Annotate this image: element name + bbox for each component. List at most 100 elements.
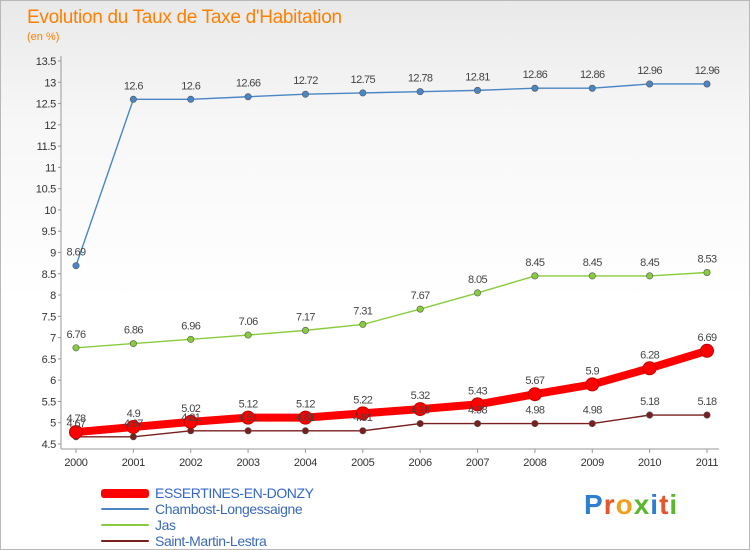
x-tick-label: 2009	[581, 457, 604, 469]
data-label: 5.67	[525, 375, 544, 387]
data-point	[416, 420, 424, 428]
data-label: 8.45	[640, 257, 659, 269]
legend-item: Saint-Martin-Lestra	[101, 533, 314, 549]
data-point	[359, 89, 367, 97]
data-point	[470, 397, 485, 412]
data-point	[244, 331, 252, 339]
y-tick-label: 13.5	[36, 56, 56, 68]
y-tick-label: 5.5	[42, 396, 57, 408]
data-label: 12.6	[181, 80, 200, 92]
data-label: 12.81	[465, 71, 490, 83]
x-tick-label: 2008	[523, 457, 546, 469]
legend-item: Chambost-Longessaigne	[101, 501, 314, 517]
data-label: 6.28	[640, 349, 659, 361]
y-tick-label: 7	[50, 333, 56, 345]
data-label: 5.12	[296, 399, 315, 411]
data-label: 6.69	[697, 332, 716, 344]
data-label: 4.98	[468, 405, 487, 417]
data-point	[646, 411, 654, 419]
proxiti-logo: Proxiti	[584, 489, 678, 521]
data-label: 5.9	[586, 365, 600, 377]
data-point	[531, 84, 539, 92]
data-label: 12.86	[580, 69, 605, 81]
data-point	[301, 427, 309, 435]
data-label: 7.17	[296, 311, 315, 323]
data-label: 5.18	[640, 396, 659, 408]
data-point	[700, 343, 714, 358]
data-label: 4.81	[296, 412, 315, 424]
data-point	[129, 95, 137, 103]
y-tick-label: 4.5	[42, 439, 57, 451]
y-tick-label: 10.5	[36, 184, 56, 196]
data-point	[241, 410, 256, 425]
chart-title: Evolution du Taux de Taxe d'Habitation	[27, 7, 342, 28]
data-label: 4.81	[239, 412, 258, 424]
data-label: 5.32	[411, 390, 430, 402]
y-tick-label: 8.5	[42, 269, 57, 281]
series-line-saint-martin-lestra	[75, 414, 708, 438]
data-label: 8.45	[583, 257, 602, 269]
x-tick-label: 2010	[638, 457, 661, 469]
logo-letter: i	[669, 489, 679, 520]
data-point	[588, 84, 596, 92]
y-tick-label: 7.5	[42, 311, 57, 323]
data-label: 4.81	[353, 412, 372, 424]
data-label: 4.98	[583, 405, 602, 417]
x-tick-label: 2006	[409, 457, 432, 469]
data-label: 7.67	[411, 290, 430, 302]
data-point	[531, 420, 539, 428]
data-point	[126, 419, 141, 434]
data-label: 12.6	[124, 80, 143, 92]
data-point	[703, 269, 711, 277]
data-point	[413, 402, 428, 417]
y-tick-label: 11.5	[37, 141, 57, 153]
legend-swatch	[101, 540, 149, 542]
y-tick-label: 6.5	[42, 354, 57, 366]
data-label: 12.96	[695, 65, 720, 77]
legend-label: Saint-Martin-Lestra	[155, 533, 267, 549]
data-label: 4.98	[525, 405, 544, 417]
y-tick-label: 5	[50, 418, 56, 430]
y-tick-label: 12	[44, 120, 56, 132]
data-label: 4.67	[124, 418, 143, 430]
data-point	[183, 414, 198, 429]
series-line-chambost-longessaigne	[75, 83, 708, 267]
x-tick-label: 2001	[122, 457, 145, 469]
data-label: 8.69	[66, 247, 85, 259]
data-point	[474, 420, 482, 428]
x-tick-label: 2004	[294, 457, 317, 469]
data-label: 5.43	[468, 385, 487, 397]
data-label: 4.67	[66, 418, 85, 430]
data-point	[416, 88, 424, 96]
data-label: 12.96	[637, 65, 662, 77]
data-point	[359, 320, 367, 328]
legend-swatch	[101, 508, 149, 510]
data-label: 8.45	[525, 257, 544, 269]
data-point	[703, 80, 711, 88]
data-point	[129, 433, 137, 441]
logo-letter: x	[633, 489, 651, 520]
data-label: 5.18	[697, 396, 716, 408]
series-line-jas	[75, 271, 708, 349]
data-point	[69, 425, 83, 440]
logo-letter: P	[584, 489, 604, 520]
data-label: 12.72	[293, 75, 318, 87]
data-point	[187, 335, 195, 343]
data-point	[301, 90, 309, 98]
logo-letter: t	[659, 489, 670, 520]
data-point	[474, 86, 482, 94]
data-point	[416, 305, 424, 313]
legend-swatch	[101, 524, 149, 526]
logo-letter: o	[615, 489, 634, 520]
y-tick-label: 9.5	[42, 226, 57, 238]
data-label: 12.75	[351, 74, 376, 86]
x-tick-label: 2000	[64, 457, 87, 469]
y-tick-label: 13	[44, 77, 56, 89]
logo-letter: i	[650, 489, 660, 520]
legend: ESSERTINES-EN-DONZY Chambost-Longessaigne…	[101, 485, 314, 549]
legend-item: Jas	[101, 517, 314, 533]
data-point	[72, 262, 80, 270]
data-label: 6.76	[66, 329, 85, 341]
data-point	[129, 340, 137, 348]
data-label: 12.86	[523, 69, 548, 81]
